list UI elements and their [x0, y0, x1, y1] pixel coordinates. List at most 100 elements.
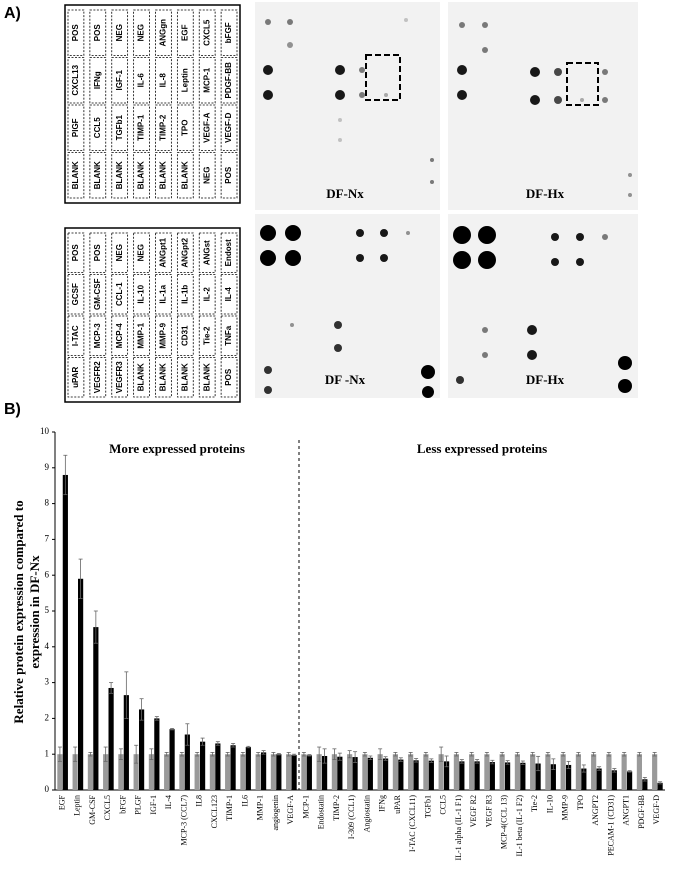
bar: [139, 709, 145, 790]
error-bar: [185, 723, 190, 746]
bar: [184, 734, 190, 790]
error-bar: [210, 752, 215, 757]
array-cell: [111, 357, 129, 398]
array-cell-label: TNFa: [224, 325, 233, 346]
blot-spot: [338, 138, 342, 142]
error-bar: [383, 756, 388, 761]
error-bar: [93, 610, 98, 644]
error-bar: [622, 752, 627, 757]
x-tick-label: VEGF R3: [484, 795, 493, 827]
error-bar: [88, 752, 93, 757]
blot-spot: [422, 386, 434, 398]
error-bar: [307, 754, 312, 757]
x-tick-label: I-TAC (CXCL11): [408, 795, 417, 852]
x-tick-label: ANGPT2: [591, 795, 600, 826]
array-cell: [176, 274, 194, 315]
array-cell-label: bFGF: [224, 22, 233, 43]
error-bar: [179, 752, 184, 757]
array-cell-label: Endost: [224, 239, 233, 266]
bar: [230, 745, 236, 790]
array-cell-label: IL-1b: [180, 285, 189, 304]
x-tick-label: IFNg: [378, 795, 387, 812]
blot-spot: [380, 254, 388, 262]
bar: [148, 754, 154, 790]
blot-label: DF-Hx: [526, 186, 565, 201]
error-bar: [459, 759, 464, 764]
array-cell-label: IL-2: [202, 287, 211, 302]
x-tick-label: IL-1 alpha (IL-1 F1): [454, 795, 463, 861]
array-cell-label: BLANK: [137, 363, 146, 391]
error-bar: [439, 746, 444, 762]
x-tick-label: EGF: [57, 794, 66, 810]
array-cell: [155, 232, 172, 273]
array-cell-label: ANGpt1: [159, 237, 168, 267]
array-cell-label: TIMP-2: [159, 114, 168, 141]
array-cell-label: BLANK: [71, 161, 80, 189]
array-cell: [89, 357, 107, 398]
array-cell: [133, 232, 150, 273]
array-cell-label: CCL5: [93, 117, 102, 138]
blot-spot: [380, 229, 388, 237]
y-axis-title: expression in DF-Nx: [27, 555, 42, 669]
array-cell-label: CCL-1: [115, 282, 124, 306]
error-bar: [484, 752, 489, 757]
error-bar: [139, 698, 144, 721]
array-cell-label: POS: [93, 244, 102, 262]
blot-spot: [457, 65, 467, 75]
blot-spot: [265, 19, 271, 25]
error-bar: [536, 755, 541, 772]
error-bar: [109, 682, 114, 694]
array-cell: [111, 104, 129, 151]
bar: [408, 754, 414, 790]
y-tick-label: 9: [45, 462, 50, 472]
bar: [642, 779, 648, 790]
array-cell: [155, 9, 172, 56]
bar: [362, 754, 368, 790]
error-bar: [627, 770, 632, 773]
bar: [377, 754, 383, 790]
error-bar: [124, 671, 129, 719]
x-tick-label: IL-1 beta (IL-1 F2): [515, 795, 524, 857]
bar: [306, 755, 312, 790]
array-cell: [89, 104, 107, 151]
array-cell-label: VEGFR3: [115, 361, 124, 394]
blot-spot: [453, 226, 471, 244]
bar: [103, 754, 109, 790]
array-cell: [89, 315, 107, 356]
array-cell-label: ANGpt2: [180, 237, 189, 267]
bar: [560, 754, 566, 790]
blot-spot: [482, 352, 488, 358]
bar: [118, 754, 124, 790]
blot-spot: [421, 365, 435, 379]
error-bar: [469, 752, 474, 757]
y-tick-label: 2: [45, 712, 50, 722]
array-cell-label: VEGF-D: [224, 112, 233, 142]
array-cell-label: POS: [71, 24, 80, 42]
array-cell: [155, 274, 172, 315]
x-tick-label: TIMP-1: [225, 795, 234, 821]
bar: [489, 762, 495, 790]
bar: [499, 754, 505, 790]
array-cell-label: IGF-1: [115, 69, 124, 90]
array-cell: [133, 357, 150, 398]
bar: [550, 764, 556, 790]
bar: [255, 754, 261, 790]
error-bar: [612, 768, 617, 773]
bar: [215, 743, 221, 790]
bar: [652, 754, 658, 790]
bar: [423, 754, 429, 790]
x-tick-label: uPAR: [393, 794, 402, 813]
x-tick-label: Angiostatin: [362, 795, 371, 832]
array-cell: [89, 57, 107, 104]
x-tick-label: VEGF R2: [469, 795, 478, 827]
error-bar: [317, 746, 322, 762]
bar: [596, 768, 602, 790]
error-bar: [642, 777, 647, 782]
blot-spot: [478, 226, 496, 244]
error-bar: [286, 752, 291, 757]
blot-spot: [580, 98, 584, 102]
error-bar: [475, 759, 480, 764]
bar: [352, 757, 358, 790]
blot-spot: [359, 67, 365, 73]
bar: [566, 764, 572, 790]
